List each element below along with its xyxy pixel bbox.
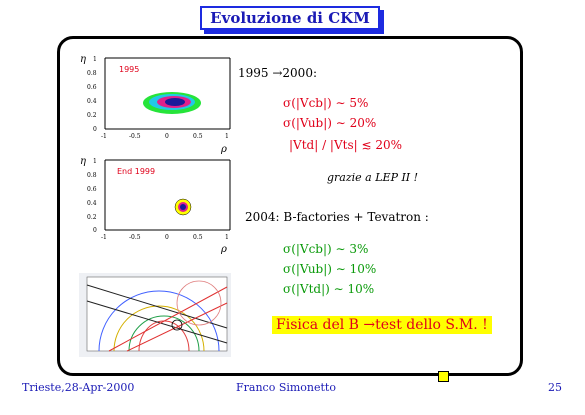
- plot1-y-axis-label: η: [80, 54, 86, 65]
- slide-title: Evoluzione di CKM: [200, 6, 380, 30]
- plot3-contours: [86, 280, 228, 352]
- plot3-fit-region: [171, 319, 183, 331]
- plot1-xtick-m1: -1: [101, 133, 107, 140]
- plot2-ytick-06: 0.6: [87, 186, 97, 193]
- plot3-arc-yellow: [113, 305, 205, 352]
- plot3-circle: [176, 280, 222, 326]
- plot1-ytick-02: 0.2: [87, 112, 97, 119]
- plot1-xtick-0: 0: [165, 133, 169, 140]
- frame-marker: [438, 371, 449, 382]
- plot3-frame: [86, 276, 228, 352]
- plot1-ytick-08: 0.8: [87, 70, 97, 77]
- plot2-xtick-m1: -1: [101, 234, 107, 241]
- plot1-xtick-05: 0.5: [193, 133, 203, 140]
- plot1-ytick-1: 1: [93, 56, 97, 63]
- period-1995-2000: 1995 →2000:: [238, 66, 317, 80]
- plot-end1999: η 1 0.8 0.6 0.4 0.2 0 -1 -0.5 0 0.5 1 ρ …: [80, 156, 231, 254]
- plot2-xtick-1: 1: [225, 234, 229, 241]
- plot3-line-1: [86, 284, 228, 329]
- plot2-ytick-08: 0.8: [87, 172, 97, 179]
- sigma-vcb-2004: σ(|Vcb|) ∼ 3%: [283, 242, 369, 256]
- plot2-contour-core: [180, 204, 186, 210]
- physics-banner: Fisica del B →test dello S.M. !: [272, 316, 492, 334]
- plot3-line-4: [126, 302, 228, 352]
- plot2-xtick-05: 0.5: [193, 234, 203, 241]
- period-2004: 2004: B-factories + Tevatron :: [245, 210, 429, 224]
- plot1-ytick-0: 0: [93, 126, 97, 133]
- content-frame: [57, 36, 523, 376]
- plot2-ytick-02: 0.2: [87, 214, 97, 221]
- plot1-contour: [143, 92, 201, 114]
- sigma-vtd-2004: σ(|Vtd|) ∼ 10%: [283, 282, 375, 296]
- plot1-contour-core: [165, 98, 185, 106]
- plot2-y-axis-label: η: [80, 156, 86, 167]
- sigma-vub-2004: σ(|Vub|) ∼ 10%: [283, 262, 377, 276]
- plot2-ytick-04: 0.4: [87, 200, 97, 207]
- plot2-ytick-0: 0: [93, 227, 97, 234]
- footer-author: Franco Simonetto: [236, 381, 336, 394]
- grazie-lep: grazie a LEP II !: [327, 171, 419, 184]
- plot3-arc-blue: [98, 290, 220, 352]
- plot1-xtick-1: 1: [225, 133, 229, 140]
- plot-1995: η 1 0.8 0.6 0.4 0.2 0 -1 -0.5 0 0.5 1 ρ …: [80, 54, 231, 155]
- plot2-x-axis-label: ρ: [220, 244, 227, 254]
- sigma-vub-1995: σ(|Vub|) ∼ 20%: [283, 116, 377, 130]
- vtd-vts-ratio: |Vtd| / |Vts| ≲ 20%: [289, 138, 403, 152]
- plot1-ytick-06: 0.6: [87, 84, 97, 91]
- plot2-xtick-0: 0: [165, 234, 169, 241]
- plot1-x-axis-label: ρ: [220, 144, 227, 155]
- sigma-vcb-1995: σ(|Vcb|) ∼ 5%: [283, 96, 369, 110]
- plot2-year-label: End 1999: [117, 167, 155, 176]
- plot2-ytick-1: 1: [93, 158, 97, 165]
- footer-page-number: 25: [548, 381, 562, 394]
- plot1-ytick-04: 0.4: [87, 98, 97, 105]
- plot1-xtick-m05: -0.5: [129, 133, 141, 140]
- plot3-line-2: [86, 300, 228, 344]
- ckm-constraints-plot: [79, 273, 231, 357]
- title-block: Evoluzione di CKM: [200, 6, 384, 34]
- plot1-year-label: 1995: [119, 65, 139, 74]
- plot3-line-3: [108, 286, 228, 352]
- plot2-xtick-m05: -0.5: [129, 234, 141, 241]
- plot3-arc-green: [128, 315, 200, 352]
- plot2-contour: [174, 198, 192, 216]
- footer-place-date: Trieste,28-Apr-2000: [22, 381, 135, 394]
